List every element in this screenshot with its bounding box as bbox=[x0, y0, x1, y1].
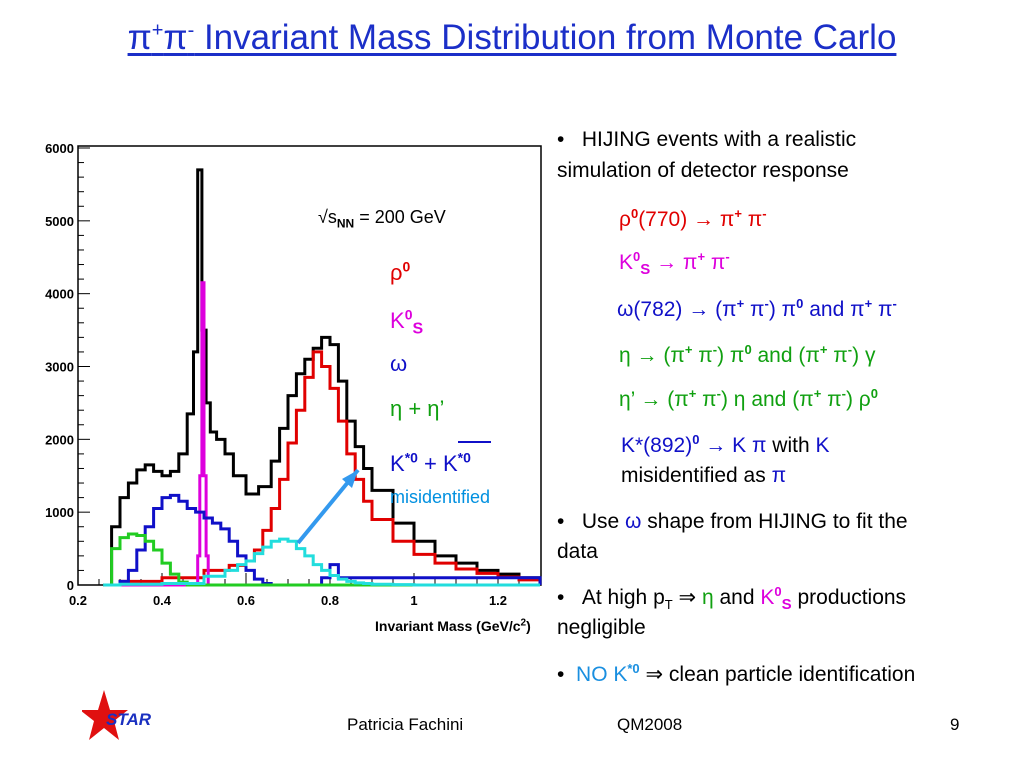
x-tick-label: 1.2 bbox=[489, 593, 507, 608]
series-line bbox=[103, 168, 542, 587]
y-tick-label: 0 bbox=[67, 578, 74, 593]
omega-decay: ω(782) → (π+ π-) π0 and π+ π- bbox=[617, 296, 897, 321]
footer-page-number: 9 bbox=[950, 715, 960, 734]
x-tick-label: 1 bbox=[410, 593, 417, 608]
eta-decay: η → (π+ π-) π0 and (π+ π-) γ bbox=[619, 342, 876, 367]
legend-eta: η + η’ bbox=[390, 396, 445, 421]
x-tick-label: 0.8 bbox=[321, 593, 339, 608]
series-line bbox=[103, 532, 540, 587]
logo-text: STAR bbox=[106, 710, 152, 729]
footer-author: Patricia Fachini bbox=[347, 715, 464, 734]
slide-title: π+π- Invariant Mass Distribution from Mo… bbox=[127, 18, 897, 57]
x-tick-label: 0.4 bbox=[153, 593, 172, 608]
y-tick-label: 3000 bbox=[45, 360, 74, 375]
x-tick-label: 0.6 bbox=[237, 593, 255, 608]
bullet-2-cont: data bbox=[557, 540, 598, 563]
x-tick-label: 0.2 bbox=[69, 593, 87, 608]
plot-frame bbox=[77, 145, 542, 586]
star-logo: STAR bbox=[80, 688, 162, 748]
y-tick-label: 6000 bbox=[45, 141, 74, 156]
chart-svg: 0 1000 2000 3000 4000 5000 6000 0.2 0.4 0.6 0.8 1 1.… bbox=[45, 141, 542, 608]
annotation-arrow-head bbox=[342, 470, 358, 488]
bullet-2: • Use ω shape from HIJING to fit the bbox=[557, 510, 908, 533]
footer-conference: QM2008 bbox=[617, 715, 683, 734]
rho-decay: ρ0(770) → π+ π- bbox=[619, 206, 767, 231]
bullet-4: • NO K*0 ⇒ clean particle identification bbox=[557, 661, 916, 686]
kstar-decay-cont: misidentified as π bbox=[621, 464, 787, 487]
bullet-1-cont: simulation of detector response bbox=[557, 159, 849, 182]
legend-omega: ω bbox=[390, 351, 408, 376]
kstar-decay: K*(892)0 → K π with K bbox=[621, 432, 830, 457]
y-tick-label: 5000 bbox=[45, 214, 74, 229]
bullet-3: • At high pT ⇒ η and K0S productions bbox=[557, 584, 907, 614]
legend-kstar: K*0 + K*0 bbox=[390, 449, 471, 476]
bullet-1: • HIJING events with a realistic bbox=[557, 128, 857, 151]
star-icon bbox=[80, 690, 128, 740]
etaprime-decay: η’ → (π+ π-) η and (π+ π-) ρ0 bbox=[619, 386, 878, 411]
energy-label: √sNN = 200 GeV bbox=[318, 207, 446, 231]
legend-rho: ρ0 bbox=[390, 258, 411, 285]
y-tick-label: 4000 bbox=[45, 287, 74, 302]
series-line bbox=[103, 537, 540, 587]
x-axis-label: Invariant Mass (GeV/c2) bbox=[375, 617, 531, 634]
k0s-decay: K0S → π+ π- bbox=[619, 249, 730, 279]
legend-k0s: K0S bbox=[390, 306, 424, 338]
y-tick-label: 2000 bbox=[45, 432, 74, 447]
y-tick-label: 1000 bbox=[45, 505, 74, 520]
invariant-mass-chart: 0 1000 2000 3000 4000 5000 6000 0.2 0.4 0.6 0.8 1 1.… bbox=[30, 125, 555, 645]
bullet-3-cont: negligible bbox=[557, 616, 646, 639]
legend-misidentified: misidentified bbox=[390, 487, 491, 507]
